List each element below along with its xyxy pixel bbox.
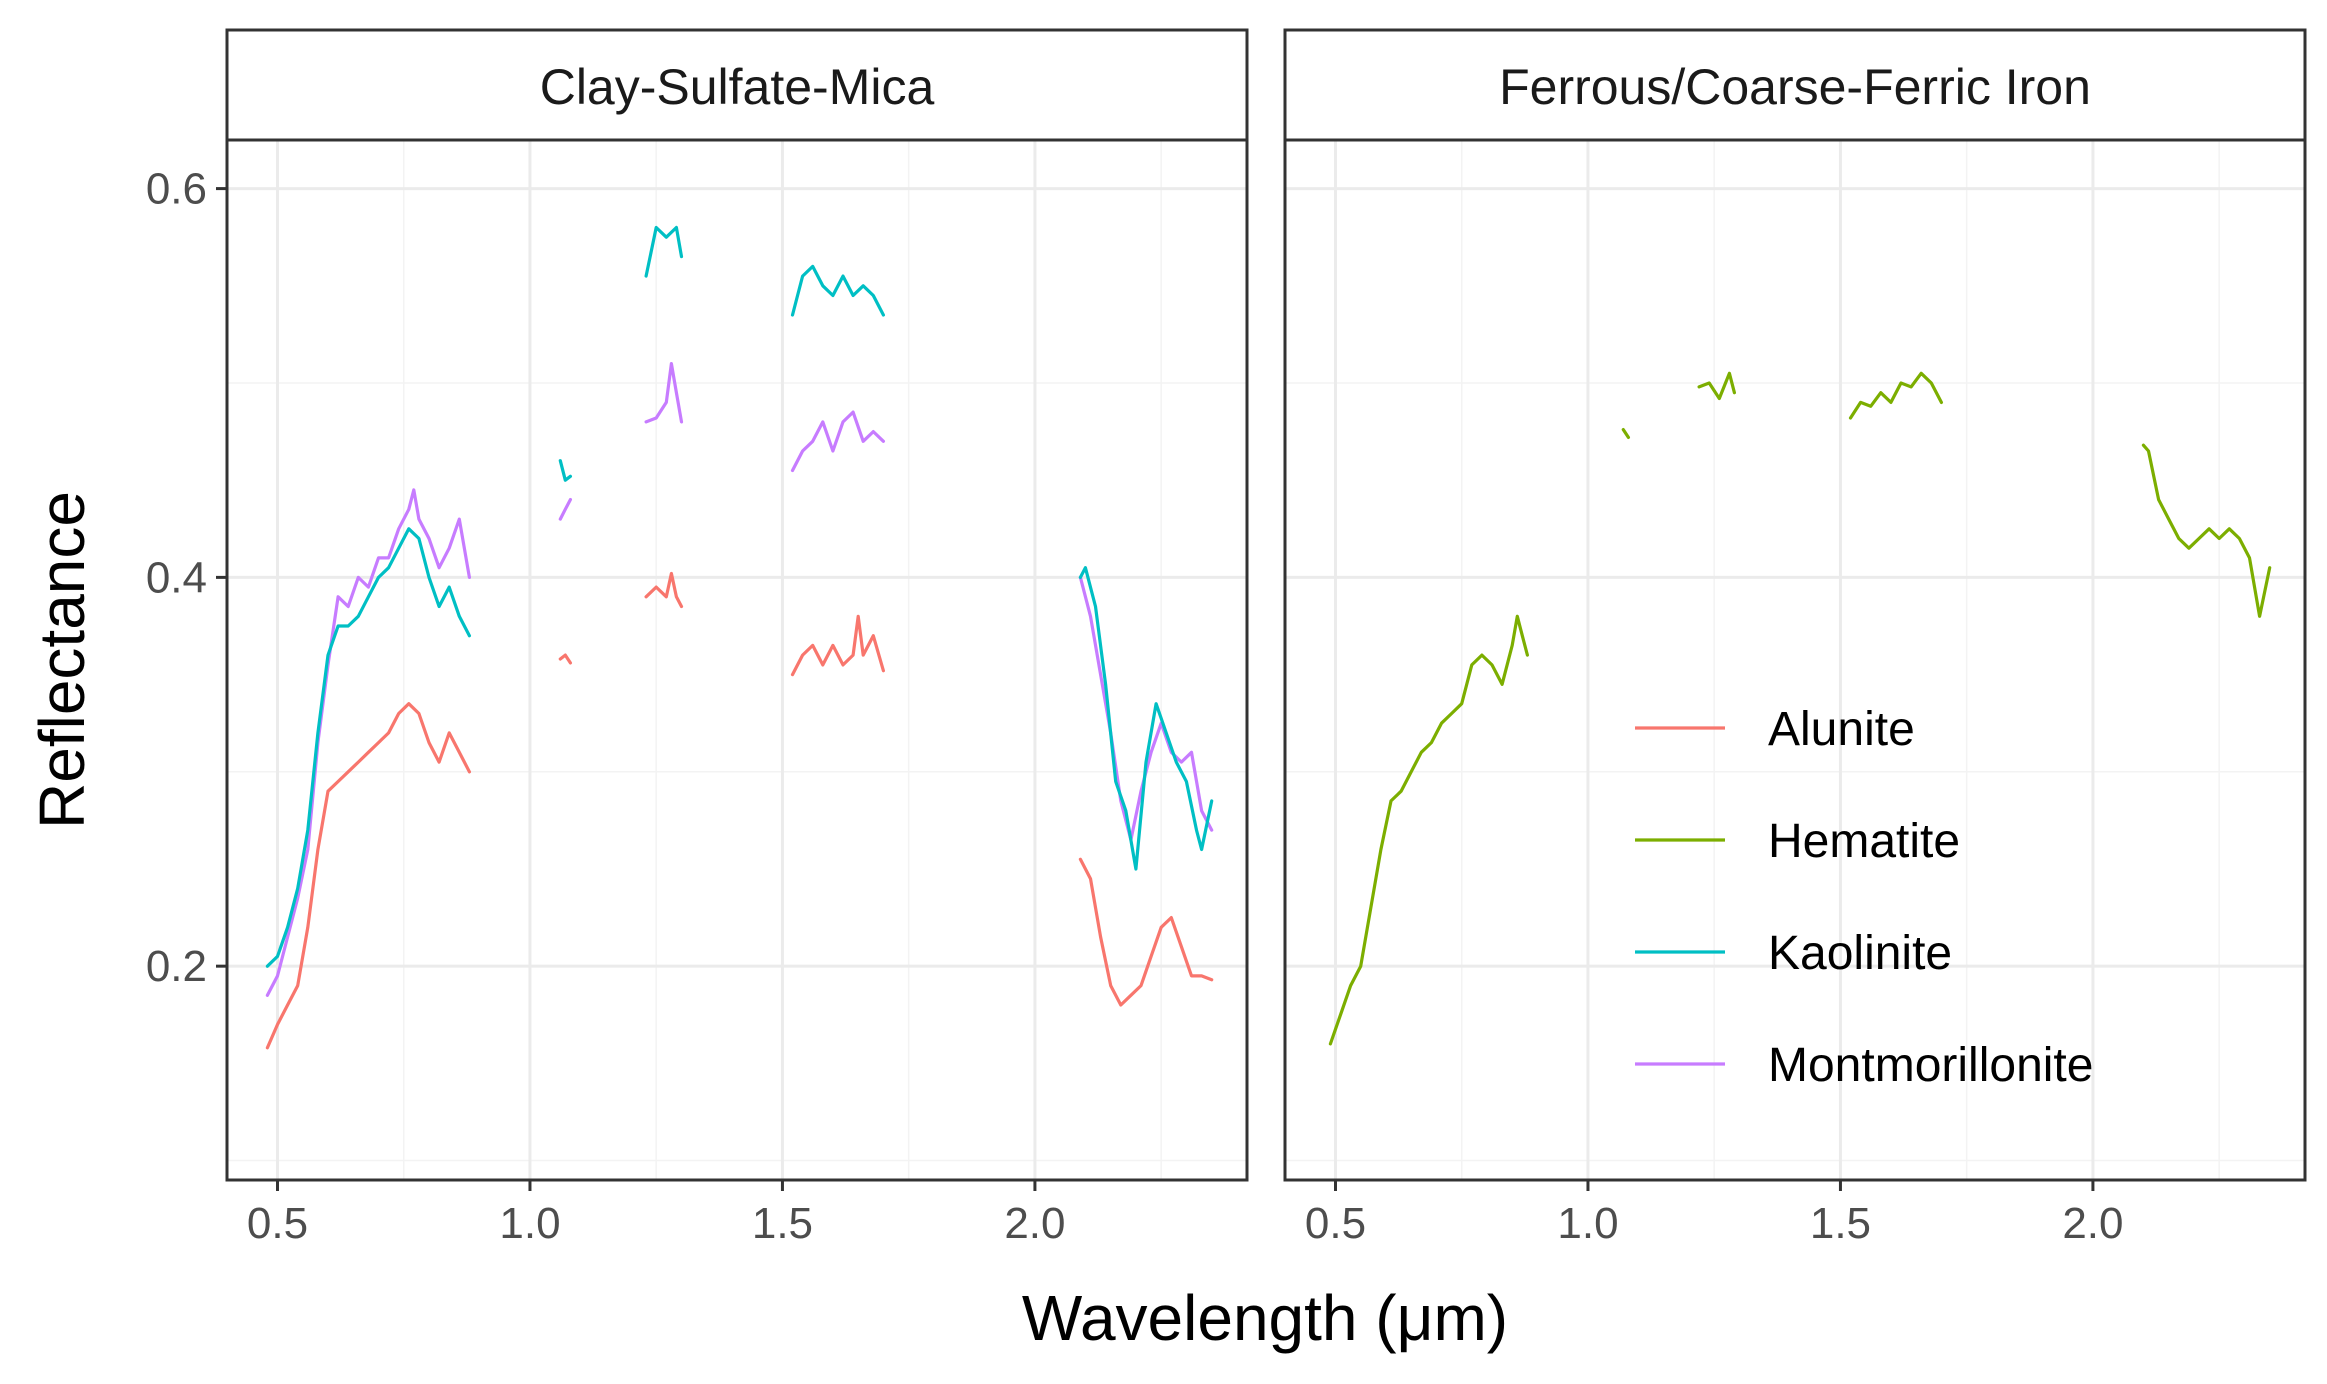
series-line-alunite (790, 614, 885, 677)
panel-clay-sulfate-mica: Clay-Sulfate-Mica 0.5 1.0 1.5 2.0 (225, 28, 1249, 1248)
legend-label-alunite: Alunite (1768, 703, 1915, 756)
legend-label-hematite: Hematite (1768, 815, 1960, 868)
series-line-hematite (1328, 614, 1529, 1046)
series-line-alunite (558, 653, 572, 665)
legend: Alunite Hematite Kaolinite Montmorilloni… (1635, 703, 2093, 1092)
panel-ferrous-coarse-ferric-iron: Ferrous/Coarse-Ferric Iron 0.5 1.0 1.5 2.0 (1283, 28, 2307, 1248)
y-axis: 0.2 0.4 0.6 (146, 165, 227, 991)
x-tick-label: 2.0 (2062, 1199, 2123, 1248)
panel-grid (1285, 140, 2305, 1180)
series-line-montmorillonite (790, 410, 885, 473)
series-line-montmorillonite (558, 498, 572, 521)
y-axis-title: Reflectance (26, 491, 98, 829)
x-tick-label: 1.0 (499, 1199, 560, 1248)
y-tick-label: 0.6 (146, 165, 207, 214)
series-line-kaolinite (1078, 566, 1214, 871)
series-line-hematite (1848, 371, 1943, 420)
panel-series (1328, 371, 2272, 1046)
x-axis: 0.5 1.0 1.5 2.0 (247, 1180, 1066, 1248)
series-line-hematite (1697, 371, 1736, 401)
y-tick-label: 0.4 (146, 553, 207, 602)
series-line-hematite (1621, 428, 1630, 439)
panel-title: Ferrous/Coarse-Ferric Iron (1499, 59, 2091, 115)
series-line-hematite (2141, 443, 2272, 618)
panel-title: Clay-Sulfate-Mica (540, 59, 935, 115)
panel-strip (225, 28, 1249, 142)
series-line-kaolinite (558, 459, 572, 482)
series-line-montmorillonite (644, 362, 684, 424)
x-tick-label: 1.0 (1557, 1199, 1618, 1248)
series-line-kaolinite (790, 264, 885, 317)
series-line-kaolinite (265, 527, 471, 968)
x-tick-label: 2.0 (1004, 1199, 1065, 1248)
series-line-alunite (1078, 857, 1214, 1007)
panel-strip (1283, 28, 2307, 142)
x-tick-label: 0.5 (247, 1199, 308, 1248)
panel-grid (227, 140, 1247, 1180)
series-line-montmorillonite (265, 488, 471, 997)
x-axis-title: Wavelength (μm) (1022, 1282, 1508, 1354)
panel-series (265, 225, 1214, 1050)
series-line-kaolinite (644, 225, 684, 278)
legend-label-kaolinite: Kaolinite (1768, 927, 1952, 980)
x-tick-label: 1.5 (1810, 1199, 1871, 1248)
series-line-alunite (644, 571, 684, 609)
x-axis: 0.5 1.0 1.5 2.0 (1305, 1180, 2124, 1248)
x-tick-label: 0.5 (1305, 1199, 1366, 1248)
y-tick-label: 0.2 (146, 942, 207, 991)
legend-label-montmorillonite: Montmorillonite (1768, 1039, 2093, 1092)
x-tick-label: 1.5 (752, 1199, 813, 1248)
series-line-alunite (265, 702, 471, 1050)
